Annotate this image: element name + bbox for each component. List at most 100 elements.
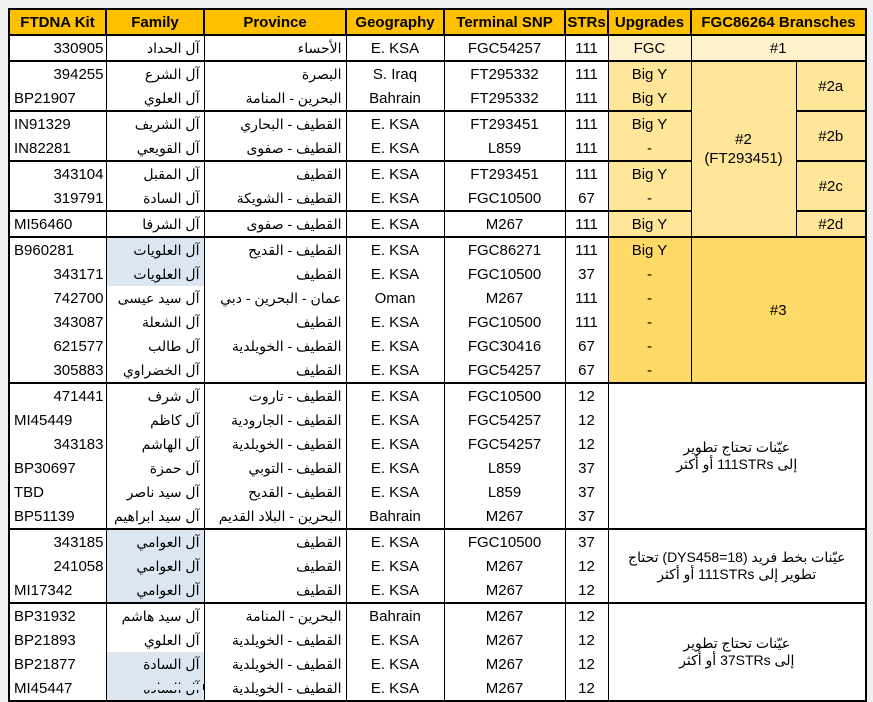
kit-cell[interactable]: 394255 — [8, 60, 107, 86]
geography-cell[interactable]: E. KSA — [345, 310, 445, 334]
geography-cell[interactable]: E. KSA — [345, 528, 445, 554]
strs-cell[interactable]: 12 — [564, 382, 609, 408]
strs-cell[interactable]: 12 — [564, 602, 609, 628]
col-header-geography[interactable]: Geography — [345, 8, 445, 36]
province-cell[interactable]: القطيف - القديح — [203, 480, 347, 504]
snp-cell[interactable]: FGC30416 — [443, 334, 566, 358]
province-cell[interactable]: القطيف - الخويلدية — [203, 676, 347, 701]
kit-cell[interactable]: IN82281 — [8, 136, 107, 161]
family-cell[interactable]: آل العلويات — [105, 236, 205, 262]
family-cell[interactable]: آل الهاشم — [105, 432, 205, 456]
family-cell[interactable]: آل سيد هاشم — [105, 602, 205, 628]
upgrades-cell[interactable]: Big Y — [607, 60, 692, 86]
kit-cell[interactable]: 319791 — [8, 186, 107, 211]
col-header-branches[interactable]: FGC86264 Bransches — [690, 8, 867, 36]
strs-cell[interactable]: 111 — [564, 160, 609, 186]
province-cell[interactable]: القطيف - الخويلدية — [203, 652, 347, 676]
strs-cell[interactable]: 111 — [564, 110, 609, 136]
strs-cell[interactable]: 111 — [564, 236, 609, 262]
col-header-upgrades[interactable]: Upgrades — [607, 8, 692, 36]
family-cell[interactable]: آل العلوي — [105, 628, 205, 652]
province-cell[interactable]: القطيف — [203, 554, 347, 578]
snp-cell[interactable]: M267 — [443, 602, 566, 628]
snp-cell[interactable]: M267 — [443, 504, 566, 529]
strs-cell[interactable]: 12 — [564, 652, 609, 676]
geography-cell[interactable]: E. KSA — [345, 628, 445, 652]
upgrades-cell[interactable]: - — [607, 186, 692, 211]
province-cell[interactable]: القطيف — [203, 358, 347, 383]
province-cell[interactable]: البحرين - البلاد القديم — [203, 504, 347, 529]
snp-cell[interactable]: M267 — [443, 578, 566, 603]
family-cell[interactable]: آل القويعي — [105, 136, 205, 161]
geography-cell[interactable]: Bahrain — [345, 602, 445, 628]
strs-cell[interactable]: 37 — [564, 262, 609, 286]
geography-cell[interactable]: E. KSA — [345, 334, 445, 358]
branch-cell[interactable]: #2c — [795, 160, 867, 211]
province-cell[interactable]: القطيف - التوبي — [203, 456, 347, 480]
kit-cell[interactable]: BP21877 — [8, 652, 107, 676]
geography-cell[interactable]: E. KSA — [345, 236, 445, 262]
province-cell[interactable]: القطيف - الخويلدية — [203, 628, 347, 652]
upgrades-cell[interactable]: - — [607, 358, 692, 383]
family-cell[interactable]: آل سيد عيسى — [105, 286, 205, 310]
geography-cell[interactable]: Oman — [345, 286, 445, 310]
province-cell[interactable]: القطيف - الخويلدية — [203, 432, 347, 456]
strs-cell[interactable]: 12 — [564, 676, 609, 701]
family-cell[interactable]: آل السادة — [105, 652, 205, 676]
province-cell[interactable]: القطيف - الشويكة — [203, 186, 347, 211]
snp-cell[interactable]: M267 — [443, 210, 566, 237]
upgrades-cell[interactable]: Big Y — [607, 110, 692, 136]
geography-cell[interactable]: E. KSA — [345, 136, 445, 161]
upgrades-cell[interactable]: Big Y — [607, 160, 692, 186]
col-header-family[interactable]: Family — [105, 8, 205, 36]
province-cell[interactable]: الأحساء — [203, 35, 347, 61]
strs-cell[interactable]: 111 — [564, 60, 609, 86]
upgrades-cell[interactable]: - — [607, 136, 692, 161]
kit-cell[interactable]: BP21907 — [8, 86, 107, 111]
family-cell[interactable]: آل السادة — [105, 186, 205, 211]
family-cell[interactable]: آل الشعلة — [105, 310, 205, 334]
upgrades-cell[interactable]: FGC — [607, 35, 692, 61]
snp-cell[interactable]: FGC10500 — [443, 310, 566, 334]
kit-cell[interactable]: 742700 — [8, 286, 107, 310]
kit-cell[interactable]: B960281 — [8, 236, 107, 262]
col-header-terminal-snp[interactable]: Terminal SNP — [443, 8, 566, 36]
branch-cell[interactable]: #2d — [795, 210, 867, 237]
kit-cell[interactable]: 343183 — [8, 432, 107, 456]
kit-cell[interactable]: BP51139 — [8, 504, 107, 529]
family-cell[interactable]: آل سيد ناصر — [105, 480, 205, 504]
geography-cell[interactable]: E. KSA — [345, 382, 445, 408]
geography-cell[interactable]: E. KSA — [345, 432, 445, 456]
kit-cell[interactable]: BP31932 — [8, 602, 107, 628]
snp-cell[interactable]: M267 — [443, 286, 566, 310]
kit-cell[interactable]: MI56460 — [8, 210, 107, 237]
snp-cell[interactable]: M267 — [443, 652, 566, 676]
kit-cell[interactable]: 471441 — [8, 382, 107, 408]
province-cell[interactable]: البصرة — [203, 60, 347, 86]
strs-cell[interactable]: 111 — [564, 35, 609, 61]
province-cell[interactable]: البحرين - المنامة — [203, 86, 347, 111]
kit-cell[interactable]: 621577 — [8, 334, 107, 358]
geography-cell[interactable]: Bahrain — [345, 504, 445, 529]
kit-cell[interactable]: MI17342 — [8, 578, 107, 603]
geography-cell[interactable]: E. KSA — [345, 358, 445, 383]
province-cell[interactable]: القطيف - صفوى — [203, 136, 347, 161]
snp-cell[interactable]: M267 — [443, 628, 566, 652]
province-cell[interactable]: القطيف - البحاري — [203, 110, 347, 136]
strs-cell[interactable]: 111 — [564, 210, 609, 237]
snp-cell[interactable]: FGC10500 — [443, 528, 566, 554]
kit-cell[interactable]: 241058 — [8, 554, 107, 578]
kit-cell[interactable]: TBD — [8, 480, 107, 504]
geography-cell[interactable]: E. KSA — [345, 262, 445, 286]
strs-cell[interactable]: 12 — [564, 432, 609, 456]
geography-cell[interactable]: E. KSA — [345, 578, 445, 603]
province-cell[interactable]: القطيف — [203, 528, 347, 554]
kit-cell[interactable]: IN91329 — [8, 110, 107, 136]
geography-cell[interactable]: E. KSA — [345, 456, 445, 480]
strs-cell[interactable]: 12 — [564, 578, 609, 603]
family-cell[interactable]: آل الخضراوي — [105, 358, 205, 383]
branch-cell[interactable]: #1 — [690, 35, 867, 61]
province-cell[interactable]: البحرين - المنامة — [203, 602, 347, 628]
geography-cell[interactable]: E. KSA — [345, 480, 445, 504]
province-cell[interactable]: عمان - البحرين - دبي — [203, 286, 347, 310]
